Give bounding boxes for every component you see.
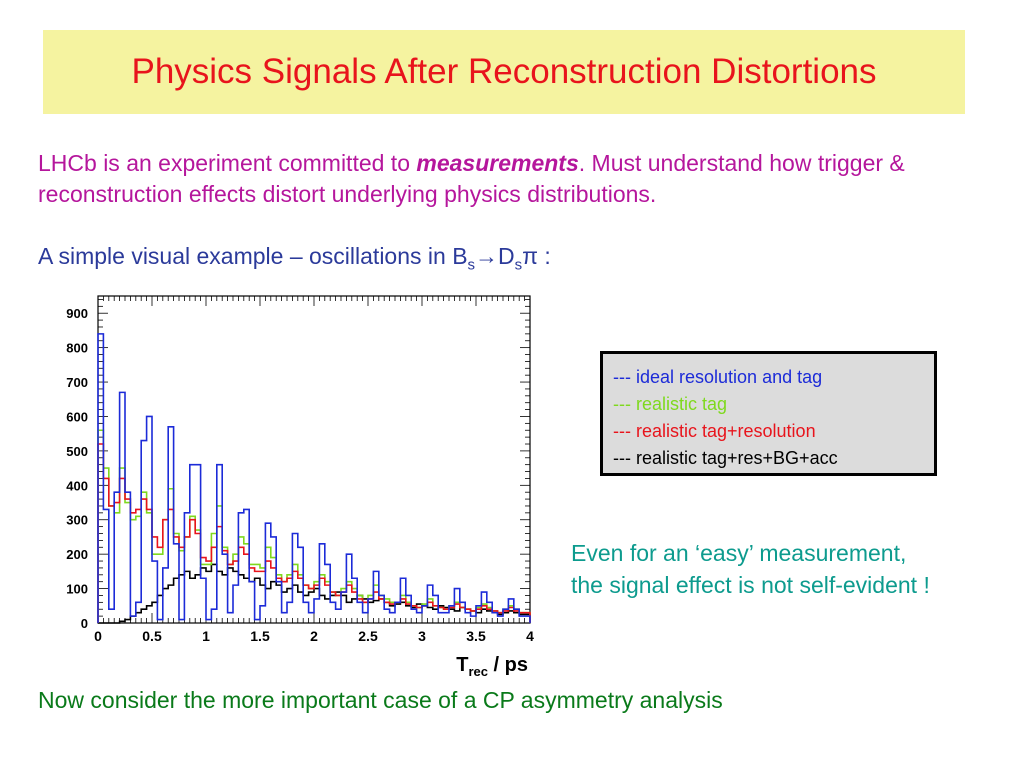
example-sub-1: s [467, 256, 476, 274]
example-line: A simple visual example – oscillations i… [38, 243, 551, 274]
x-tick-label: 1 [202, 628, 210, 644]
x-tick-label: 2 [310, 628, 318, 644]
legend-entry: --- ideal resolution and tag [613, 367, 823, 387]
intro-emphasis: measurements [416, 150, 579, 176]
legend-entry: --- realistic tag+resolution [613, 421, 816, 441]
example-text: A simple visual example – oscillations i… [38, 243, 468, 269]
x-tick-label: 0 [94, 628, 102, 644]
y-tick-label: 100 [66, 582, 88, 597]
y-tick-label: 400 [66, 478, 88, 493]
plot-frame [97, 295, 531, 624]
example-arrow: →D [475, 243, 515, 269]
x-axis-label: Trec / ps [456, 654, 528, 678]
y-tick-label: 0 [81, 616, 88, 631]
x-tick-label: 1.5 [250, 628, 270, 644]
x-tick-label: 4 [526, 628, 534, 644]
y-tick-label: 700 [66, 375, 88, 390]
legend-entry: --- realistic tag+res+BG+acc [613, 448, 838, 468]
example-sub-2: s [514, 256, 523, 274]
x-tick-label: 0.5 [142, 628, 162, 644]
y-tick-label: 600 [66, 409, 88, 424]
intro-text-after: . Must understand how trigger & reconstr… [38, 150, 905, 207]
note-text: Even for an ‘easy’ measurement, the signa… [571, 537, 930, 601]
intro-text-before: LHCb is an experiment committed to [38, 150, 417, 176]
intro-paragraph: LHCb is an experiment committed to measu… [38, 148, 998, 210]
legend-entry: --- realistic tag [613, 394, 728, 414]
legend-box: --- ideal resolution and tag --- realisti… [600, 351, 937, 476]
x-tick-label: 3.5 [466, 628, 486, 644]
y-tick-label: 800 [66, 341, 88, 356]
histogram-plot: 0 0.5 1 1.5 2 2.5 3 3.5 4 0 100 200 300 400 500 600 700 8… [66, 295, 534, 678]
y-tick-label: 900 [66, 306, 88, 321]
x-tick-label: 2.5 [358, 628, 378, 644]
slide-title: Physics Signals After Reconstruction Dis… [131, 52, 877, 91]
y-tick-label: 300 [66, 513, 88, 528]
title-box: Physics Signals After Reconstruction Dis… [43, 30, 965, 114]
note-line-2: the signal effect is not self-evident ! [571, 572, 930, 598]
example-tail: π : [522, 243, 551, 269]
y-tick-label: 500 [66, 444, 88, 459]
y-tick-label: 200 [66, 547, 88, 562]
bottom-text: Now consider the more important case of … [38, 687, 723, 713]
series-line-0 [97, 333, 531, 623]
note-line-1: Even for an ‘easy’ measurement, [571, 540, 907, 566]
x-tick-label: 3 [418, 628, 426, 644]
